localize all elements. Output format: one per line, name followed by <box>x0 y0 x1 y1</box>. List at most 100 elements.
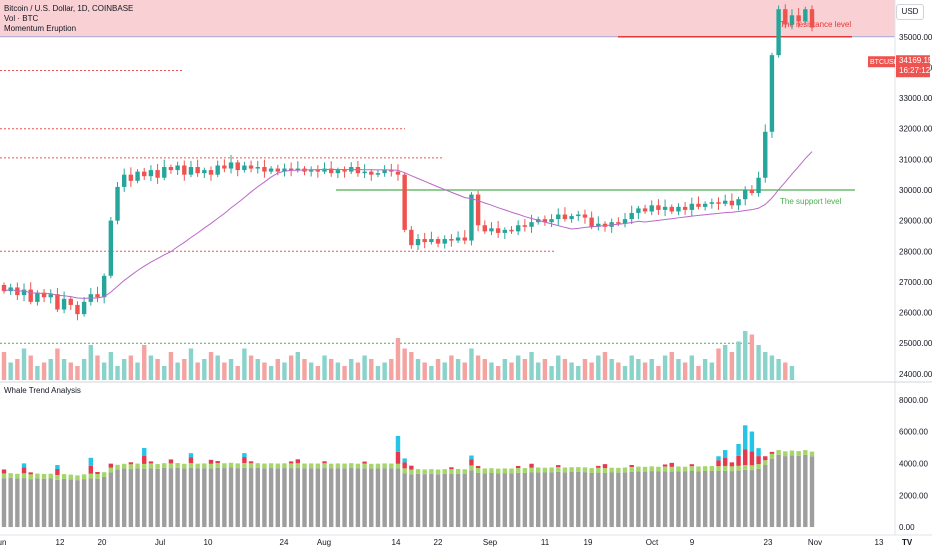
whale-bar <box>142 448 147 456</box>
whale-bar <box>509 473 514 528</box>
whale-bar <box>502 468 508 474</box>
candle-body <box>482 225 487 232</box>
whale-bar <box>756 464 761 469</box>
resistance-zone <box>0 0 895 37</box>
candle-body <box>676 206 681 212</box>
whale-bar <box>81 479 87 528</box>
volume-bar <box>455 359 461 380</box>
whale-bar <box>262 468 267 528</box>
whale-bar <box>596 465 601 468</box>
whale-bar <box>188 453 194 458</box>
volume-bar <box>696 366 701 380</box>
whale-bar <box>656 471 661 528</box>
price-tick-label: 33000.00 <box>899 94 932 103</box>
candle-body <box>803 9 808 22</box>
whale-bar <box>522 472 528 528</box>
whale-bar <box>582 472 588 528</box>
whale-bar <box>769 458 775 528</box>
candle-body <box>195 167 200 174</box>
candle-body <box>355 167 361 174</box>
whale-bar <box>763 456 768 461</box>
volume-legend[interactable]: Vol · BTC <box>4 14 39 23</box>
candle-body <box>542 219 548 223</box>
whale-bar <box>656 466 661 472</box>
whale-bar <box>669 471 674 528</box>
whale-bar <box>769 453 775 459</box>
whale-bar <box>649 471 654 528</box>
volume-bar <box>536 362 541 380</box>
symbol-legend[interactable]: Bitcoin / U.S. Dollar, 1D, COINBASE <box>4 4 134 13</box>
candle-body <box>736 199 741 206</box>
candle-body <box>362 171 367 174</box>
whale-bar <box>188 457 194 464</box>
whale-bar <box>342 468 347 528</box>
candle-body <box>389 170 394 172</box>
volume-bar <box>462 362 467 380</box>
volume-bar <box>389 359 394 380</box>
whale-bar <box>168 463 174 469</box>
whale-bar <box>95 471 100 474</box>
whale-bar <box>449 474 454 528</box>
whale-bar <box>642 471 648 528</box>
whale-bar <box>215 463 220 468</box>
whale-bar <box>515 466 521 468</box>
whale-bar <box>128 469 134 528</box>
price-tick-label: 29000.00 <box>899 217 932 226</box>
whale-bar <box>669 466 674 472</box>
whale-bar <box>415 473 421 528</box>
candle-body <box>763 131 768 178</box>
candle-body <box>188 167 194 175</box>
whale-bar <box>736 470 741 528</box>
whale-bar <box>796 455 801 528</box>
whale-bar <box>422 474 427 528</box>
volume-bar <box>262 362 267 380</box>
indicator-legend[interactable]: Momentum Eruption <box>4 24 77 33</box>
candle-body <box>308 170 314 172</box>
candle-body <box>743 190 748 200</box>
whale-bar <box>756 456 761 465</box>
volume-bar <box>382 362 387 380</box>
whale-bar <box>415 469 421 474</box>
volume-bar <box>255 359 260 380</box>
candle-body <box>222 165 227 169</box>
candle-body <box>515 225 521 232</box>
whale-bar <box>322 461 327 464</box>
whale-bar <box>295 468 301 528</box>
volume-bar <box>482 359 487 380</box>
whale-bar <box>602 464 608 469</box>
whale-bar <box>382 468 387 528</box>
volume-bar <box>248 355 254 380</box>
volume-bar <box>48 359 53 380</box>
whale-bar <box>248 468 254 528</box>
whale-bar <box>75 475 80 481</box>
whale-bar <box>722 470 728 528</box>
candle-body <box>121 174 127 187</box>
volume-bar <box>215 355 220 380</box>
whale-bar <box>722 450 728 459</box>
whale-bar <box>495 473 501 528</box>
volume-bar <box>182 359 187 380</box>
whale-bar <box>355 468 361 528</box>
time-tick-label: Jul <box>155 538 165 547</box>
whale-pane-title[interactable]: Whale Trend Analysis <box>4 386 81 395</box>
whale-bar <box>55 469 60 475</box>
whale-bar <box>155 468 160 528</box>
volume-bar <box>315 366 321 380</box>
candle-body <box>616 222 621 224</box>
volume-bar <box>395 338 401 380</box>
whale-bar <box>88 478 94 528</box>
volume-bar <box>115 366 120 380</box>
whale-bar <box>542 467 548 473</box>
whale-bar <box>743 425 748 450</box>
whale-bar <box>556 465 561 468</box>
candle-body <box>182 165 187 175</box>
whale-bar <box>789 455 795 528</box>
candle-body <box>669 206 674 212</box>
whale-bar <box>222 468 227 528</box>
whale-bar <box>128 464 134 470</box>
volume-bar <box>75 366 80 380</box>
currency-button[interactable]: USD <box>896 4 924 20</box>
whale-bar <box>1 478 7 528</box>
support-label: The support level <box>780 197 842 206</box>
